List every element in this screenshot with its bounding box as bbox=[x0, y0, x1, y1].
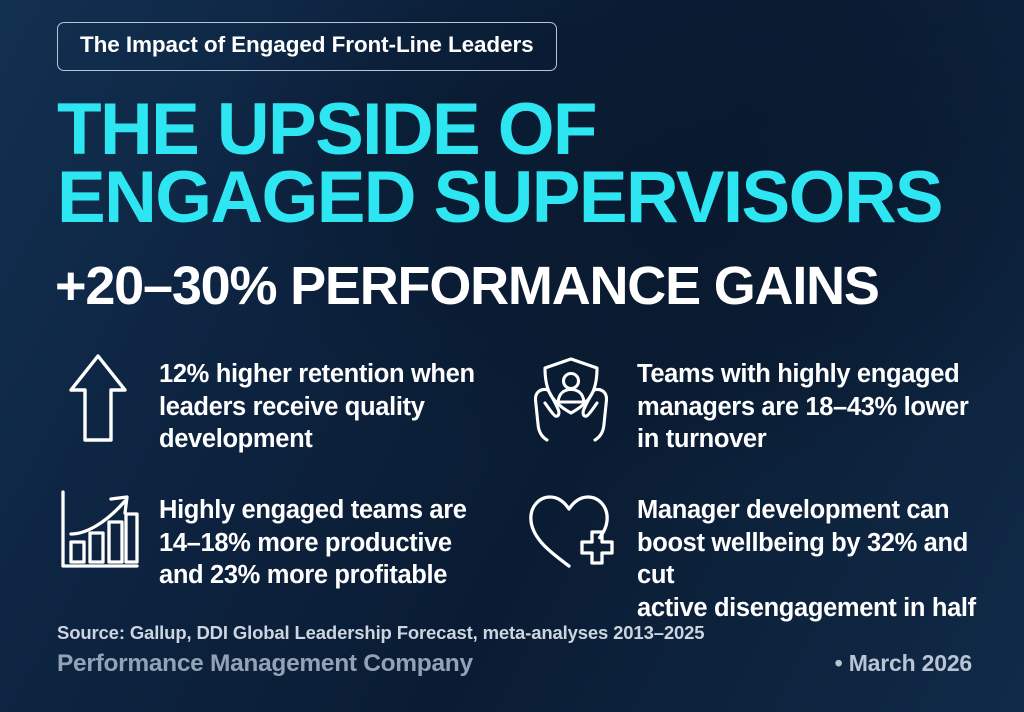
stat-line: Manager development can bbox=[637, 496, 950, 524]
stat-line: development bbox=[159, 425, 313, 454]
stat-text: Highly engaged teams are 14–18% more pro… bbox=[159, 484, 467, 592]
stat-line: in turnover bbox=[637, 425, 767, 454]
company-name: Performance Management Company bbox=[57, 650, 473, 677]
stat-line: Highly engaged teams are bbox=[159, 496, 467, 524]
stat-item: Manager development can boost wellbeing … bbox=[523, 484, 995, 622]
footer-bottom-row: Performance Management Company • March 2… bbox=[57, 650, 994, 678]
headline-line-2: ENGAGED SUPERVISORS bbox=[57, 156, 944, 238]
footer: Source: Gallup, DDI Global Leadership Fo… bbox=[57, 621, 994, 678]
stat-line: boost wellbeing by 32% and cut bbox=[637, 528, 968, 590]
stat-line: 12% higher retention when bbox=[159, 360, 475, 388]
shield-person-in-hands-icon bbox=[523, 348, 619, 448]
stat-text: Manager development can boost wellbeing … bbox=[637, 484, 995, 625]
headline-line-1: THE UPSIDE OF bbox=[57, 89, 598, 170]
stat-text: Teams with highly engaged managers are 1… bbox=[637, 348, 969, 456]
source-note: Source: Gallup, DDI Global Leadership Fo… bbox=[57, 622, 705, 644]
publish-date: • March 2026 bbox=[834, 650, 973, 676]
stats-grid: 12% higher retention when leaders receiv… bbox=[55, 348, 995, 622]
up-arrow-icon bbox=[55, 348, 141, 448]
eyebrow-badge-row: The Impact of Engaged Front-Line Leaders bbox=[57, 22, 557, 71]
eyebrow-badge: The Impact of Engaged Front-Line Leaders bbox=[57, 22, 557, 71]
heart-plus-icon bbox=[523, 484, 619, 584]
stat-item: 12% higher retention when leaders receiv… bbox=[55, 348, 523, 484]
stat-line: 14–18% more productive bbox=[159, 528, 452, 557]
stat-line: managers are 18–43% lower bbox=[637, 392, 969, 421]
stat-text: 12% higher retention when leaders receiv… bbox=[159, 348, 475, 456]
stat-line: Teams with highly engaged bbox=[637, 360, 960, 388]
subheadline: +20–30% PERFORMANCE GAINS bbox=[55, 256, 880, 316]
stat-item: Teams with highly engaged managers are 1… bbox=[523, 348, 995, 484]
bar-chart-growth-icon bbox=[55, 484, 141, 584]
stat-line: active disengagement in half bbox=[637, 593, 976, 622]
stat-item: Highly engaged teams are 14–18% more pro… bbox=[55, 484, 523, 620]
page-title: THE UPSIDE OF ENGAGED SUPERVISORS bbox=[57, 93, 997, 238]
stat-line: leaders receive quality bbox=[159, 392, 425, 421]
stat-line: and 23% more profitable bbox=[159, 561, 448, 590]
